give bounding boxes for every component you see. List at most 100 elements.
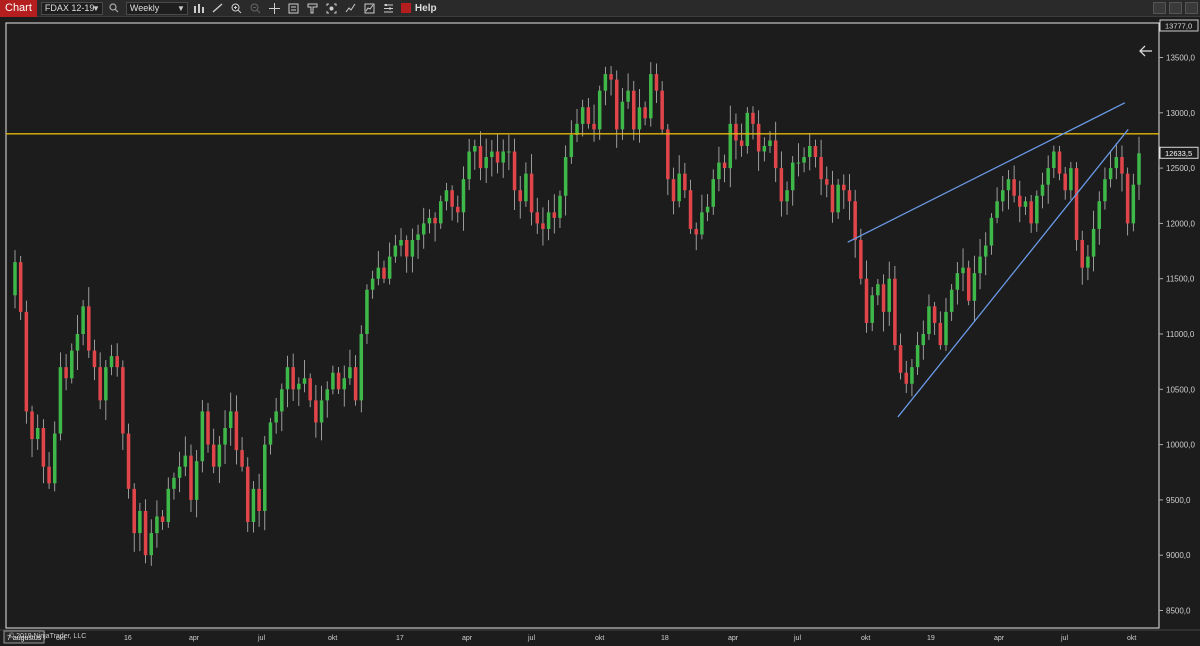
back-arrow-icon[interactable]	[1139, 45, 1153, 57]
x-axis-label: apr	[994, 635, 1005, 642]
candle-body	[677, 173, 681, 202]
candle-body	[1035, 195, 1039, 224]
candle-body	[790, 162, 795, 191]
price-chart[interactable]: 13500,0 13000,0 12500,0 12000,0 11500,0 11000…	[0, 18, 1200, 646]
candle-body	[762, 145, 767, 152]
draw-tool-icon[interactable]	[210, 1, 226, 15]
alerts-icon[interactable]	[400, 3, 411, 13]
candle-body	[995, 201, 999, 218]
candle-body	[637, 107, 642, 130]
candle-body	[18, 262, 23, 312]
top-price-box	[1159, 19, 1199, 32]
search-icon[interactable]	[106, 1, 122, 15]
candle-body	[552, 212, 557, 218]
candle-body	[773, 140, 778, 169]
candle-body	[75, 334, 80, 351]
candle-body	[280, 389, 284, 412]
candle-body	[739, 140, 744, 146]
candle-body	[263, 444, 267, 511]
period-selector[interactable]: Weekly ▼	[125, 1, 188, 15]
last-price-label: 12633,5	[1165, 149, 1192, 158]
candle-body	[745, 112, 750, 146]
x-axis-label: 16	[124, 635, 132, 642]
templates-icon[interactable]	[305, 1, 321, 15]
candle-body	[30, 411, 34, 440]
candle-body	[149, 533, 154, 556]
candle-body	[705, 206, 710, 213]
candle-body	[989, 217, 994, 246]
chevron-down-icon: ▼	[176, 3, 185, 13]
zoom-in-icon[interactable]	[229, 1, 245, 15]
candle-body	[893, 278, 897, 346]
candle-body	[609, 74, 613, 80]
candle-body	[807, 145, 812, 158]
screenshot-icon[interactable]	[324, 1, 340, 15]
candle-body	[961, 267, 965, 274]
zoom-out-icon[interactable]	[248, 1, 264, 15]
minimize-button[interactable]	[1153, 2, 1166, 14]
indicators-icon[interactable]	[362, 1, 378, 15]
candle-body	[983, 245, 988, 257]
y-axis-label: 9500,0	[1166, 496, 1191, 505]
candle-body	[597, 90, 602, 130]
candle-body	[234, 411, 239, 451]
candle-body	[915, 345, 920, 368]
y-axis-label: 11000,0	[1166, 330, 1195, 339]
candle-body	[200, 411, 205, 462]
candle-body	[1086, 256, 1090, 268]
candle-body	[632, 90, 636, 130]
window-controls	[1153, 2, 1198, 14]
candle-body	[1125, 173, 1130, 224]
candle-body	[92, 350, 97, 368]
candle-body	[461, 179, 466, 213]
candle-body	[932, 306, 937, 323]
candle-body	[847, 190, 852, 202]
candle-body	[297, 383, 301, 390]
candle-body	[1091, 228, 1096, 257]
x-axis-label: 17	[396, 635, 404, 642]
candle-body	[404, 239, 409, 257]
candle-body	[966, 267, 971, 301]
copyright-text: © 2019 NinjaTrader, LLC	[9, 633, 87, 640]
candle-body	[348, 367, 352, 379]
candle-body	[245, 466, 250, 523]
candle-body	[376, 267, 381, 279]
candle-body	[1131, 184, 1136, 224]
candle-body	[836, 184, 840, 213]
candle-body	[700, 212, 704, 235]
candle-body	[927, 306, 931, 334]
candle-body	[121, 367, 125, 434]
help-menu[interactable]: Help	[414, 2, 437, 14]
candle-body	[586, 107, 591, 124]
instrument-selector[interactable]: FDAX 12-19 ▼	[40, 1, 103, 15]
maximize-button[interactable]	[1169, 2, 1182, 14]
candle-body	[796, 162, 801, 164]
chevron-down-icon: ▼	[91, 3, 100, 13]
candle-body	[342, 378, 347, 390]
candle-body	[1012, 179, 1016, 196]
close-button[interactable]	[1185, 2, 1198, 14]
candle-body	[81, 306, 85, 334]
x-axis-label: okt	[595, 635, 604, 642]
candle-body	[211, 444, 216, 467]
candle-body	[467, 151, 471, 180]
data-box-icon[interactable]	[286, 1, 302, 15]
bars-type-icon[interactable]	[191, 1, 207, 15]
candle-body	[558, 195, 562, 218]
candle-body	[614, 79, 619, 130]
candle-body	[206, 411, 210, 445]
candle-body	[13, 262, 17, 296]
crosshair-icon[interactable]	[267, 1, 283, 15]
candle-body	[938, 322, 943, 346]
chart-tab[interactable]: Chart	[0, 0, 37, 17]
candle-body	[813, 145, 818, 158]
candle-body	[768, 140, 772, 146]
candle-body	[756, 123, 761, 152]
candle-body	[24, 311, 29, 412]
strategies-icon[interactable]	[343, 1, 359, 15]
chart-panel[interactable]: 13500,0 13000,0 12500,0 12000,0 11500,0 11000…	[0, 18, 1200, 646]
properties-icon[interactable]	[381, 1, 397, 15]
candle-body	[166, 488, 171, 523]
candle-body	[35, 428, 40, 440]
candle-body	[535, 212, 540, 224]
